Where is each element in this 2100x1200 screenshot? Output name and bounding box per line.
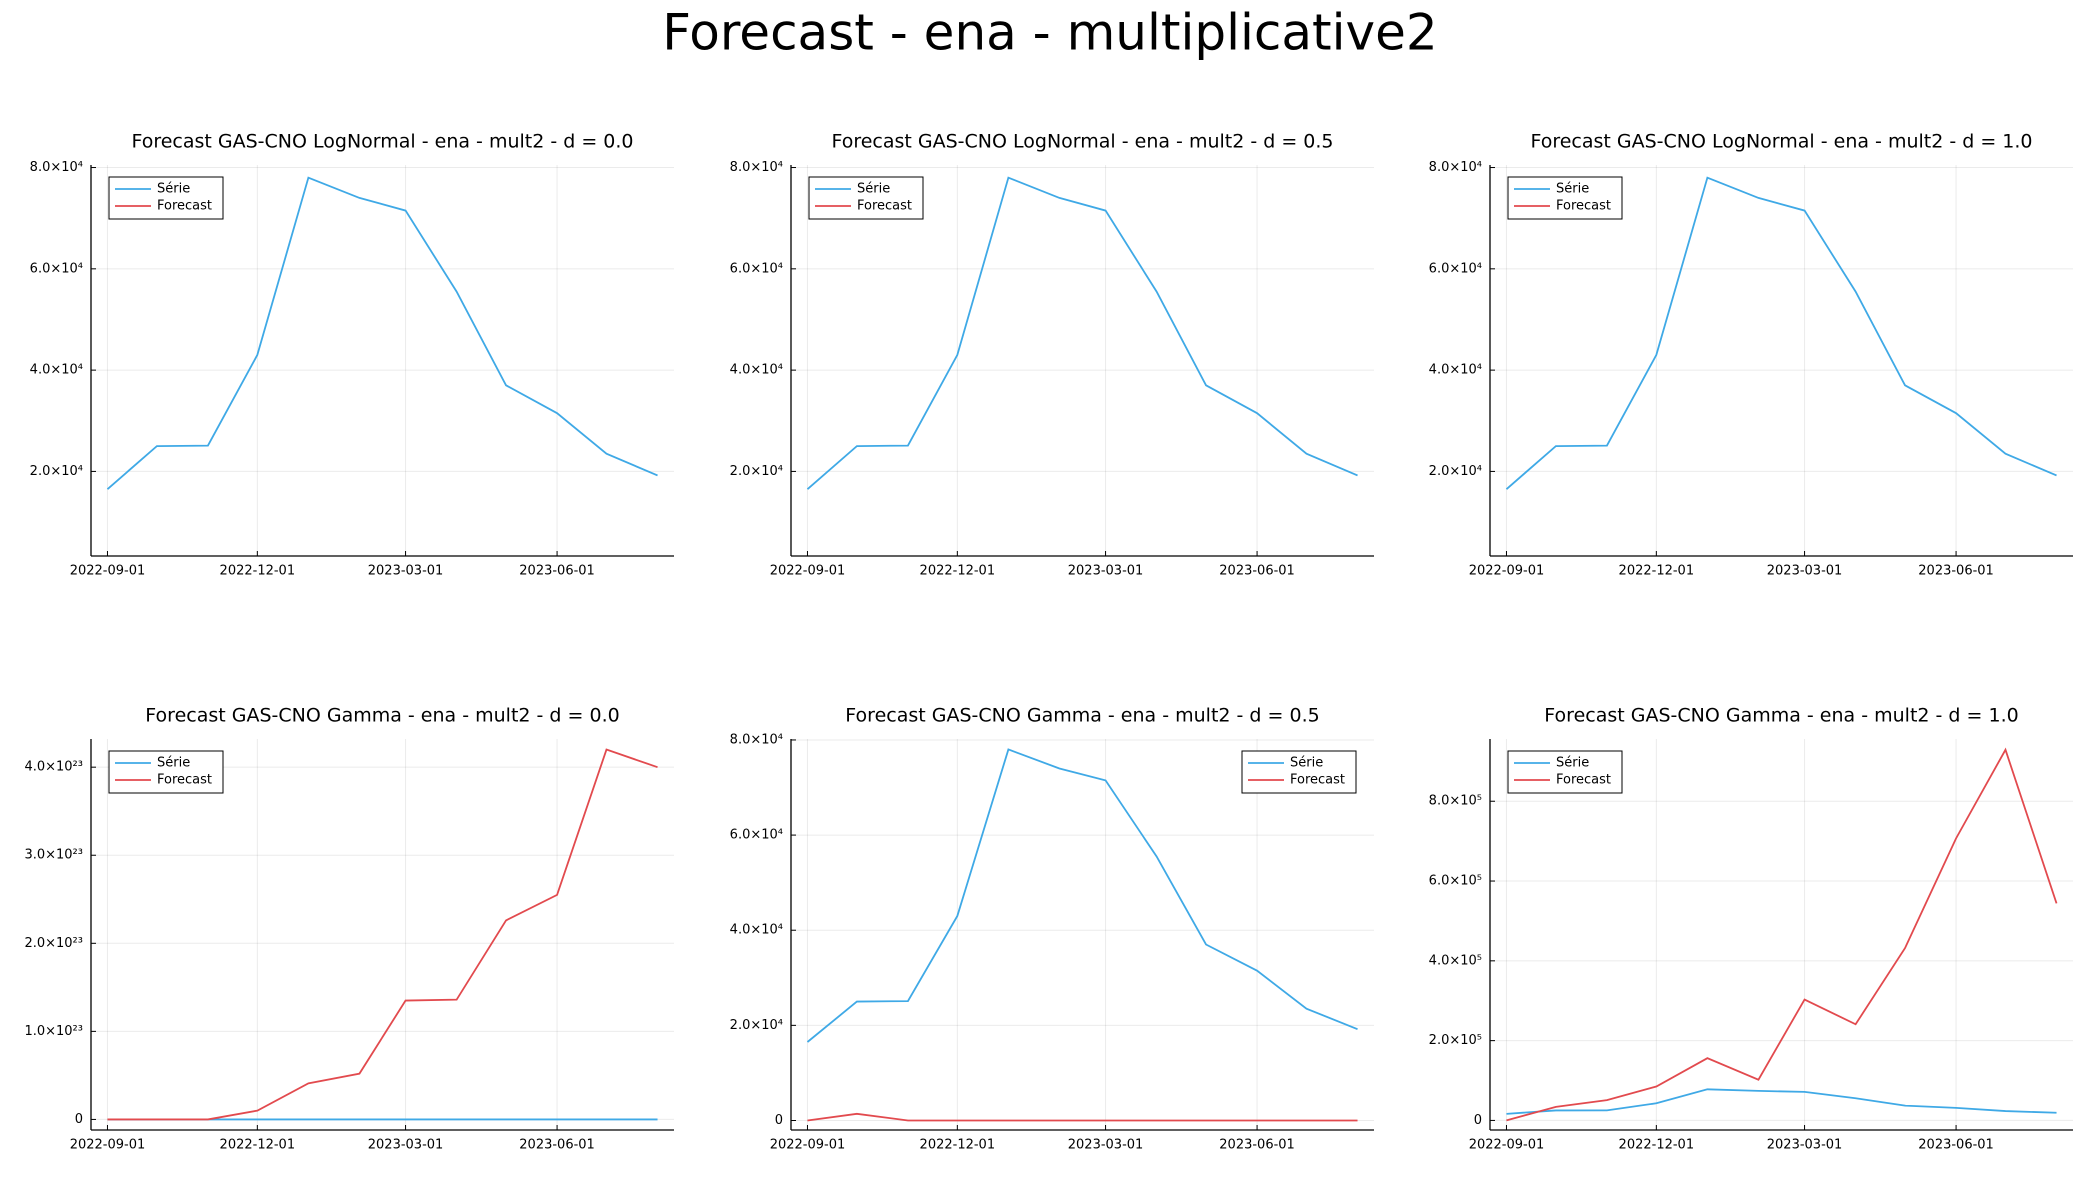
legend-box bbox=[1507, 750, 1623, 794]
series-line bbox=[106, 176, 658, 490]
y-tick-label: 2.0×10⁴ bbox=[1429, 464, 1482, 479]
x-tick-label: 2022-12-01 bbox=[220, 1138, 296, 1153]
y-tick-label: 8.0×10⁴ bbox=[30, 160, 83, 175]
y-tick-label: 2.0×10⁴ bbox=[730, 1018, 783, 1033]
y-tick-label: 4.0×10⁴ bbox=[730, 923, 783, 938]
x-tick-label: 2022-09-01 bbox=[70, 1138, 146, 1153]
series-line bbox=[806, 176, 1358, 490]
y-tick-label: 4.0×10²³ bbox=[24, 760, 83, 775]
x-tick-label: 2023-03-01 bbox=[368, 564, 444, 579]
legend-label: Forecast bbox=[157, 199, 212, 214]
y-tick-label: 8.0×10⁴ bbox=[730, 732, 783, 747]
legend-label: Série bbox=[1556, 182, 1589, 197]
x-tick-label: 2022-12-01 bbox=[220, 564, 296, 579]
legend-box bbox=[108, 750, 224, 794]
x-tick-label: 2023-06-01 bbox=[519, 564, 595, 579]
series-line bbox=[807, 1112, 1358, 1122]
x-tick-label: 2022-12-01 bbox=[920, 1138, 996, 1153]
legend-box bbox=[808, 176, 924, 220]
y-tick-label: 4.0×10⁴ bbox=[30, 363, 83, 378]
x-tick-label: 2022-09-01 bbox=[1469, 1138, 1545, 1153]
y-tick-label: 0 bbox=[775, 1113, 783, 1128]
x-tick-label: 2022-09-01 bbox=[1469, 564, 1545, 579]
y-tick-label: 6.0×10⁴ bbox=[730, 828, 783, 843]
legend-label: Série bbox=[857, 182, 890, 197]
y-tick-label: 0 bbox=[75, 1112, 83, 1127]
subplot-title: Forecast GAS-CNO LogNormal - ena - mult2… bbox=[831, 131, 1333, 153]
x-tick-label: 2022-12-01 bbox=[1619, 564, 1695, 579]
x-tick-label: 2022-09-01 bbox=[70, 564, 146, 579]
x-tick-label: 2022-12-01 bbox=[1619, 1138, 1695, 1153]
x-tick-label: 2023-03-01 bbox=[1767, 1138, 1843, 1153]
legend-box bbox=[1507, 176, 1623, 220]
x-tick-label: 2023-06-01 bbox=[519, 1138, 595, 1153]
series-line bbox=[806, 748, 1358, 1043]
subplot-title: Forecast GAS-CNO Gamma - ena - mult2 - d… bbox=[145, 705, 619, 727]
x-tick-label: 2023-06-01 bbox=[1918, 1138, 1994, 1153]
subplot: Forecast GAS-CNO LogNormal - ena - mult2… bbox=[30, 131, 674, 579]
figure-title: Forecast - ena - multiplicative2 bbox=[662, 4, 1437, 62]
subplot-title: Forecast GAS-CNO Gamma - ena - mult2 - d… bbox=[845, 705, 1319, 727]
y-tick-label: 3.0×10²³ bbox=[24, 848, 83, 863]
subplot-title: Forecast GAS-CNO LogNormal - ena - mult2… bbox=[1530, 131, 2032, 153]
y-tick-label: 8.0×10⁴ bbox=[730, 160, 783, 175]
legend-label: Forecast bbox=[1556, 773, 1611, 788]
y-tick-label: 2.0×10⁴ bbox=[730, 464, 783, 479]
y-tick-label: 2.0×10²³ bbox=[24, 936, 83, 951]
legend-box bbox=[108, 176, 224, 220]
y-tick-label: 4.0×10⁵ bbox=[1429, 953, 1482, 968]
y-tick-label: 0 bbox=[1474, 1113, 1482, 1128]
x-tick-label: 2022-09-01 bbox=[770, 1138, 846, 1153]
subplot: Forecast GAS-CNO LogNormal - ena - mult2… bbox=[1429, 131, 2073, 579]
series-line bbox=[1506, 1088, 2057, 1115]
x-tick-label: 2023-03-01 bbox=[1767, 564, 1843, 579]
y-tick-label: 8.0×10⁴ bbox=[1429, 160, 1482, 175]
y-tick-label: 2.0×10⁴ bbox=[30, 464, 83, 479]
series-line bbox=[1505, 176, 2057, 490]
y-tick-label: 4.0×10⁴ bbox=[1429, 363, 1482, 378]
subplot: Forecast GAS-CNO Gamma - ena - mult2 - d… bbox=[1429, 705, 2073, 1153]
y-tick-label: 6.0×10⁴ bbox=[30, 261, 83, 276]
y-tick-label: 4.0×10⁴ bbox=[730, 363, 783, 378]
y-tick-label: 1.0×10²³ bbox=[24, 1024, 83, 1039]
y-tick-label: 6.0×10⁴ bbox=[1429, 261, 1482, 276]
x-tick-label: 2022-09-01 bbox=[770, 564, 846, 579]
x-tick-label: 2023-06-01 bbox=[1918, 564, 1994, 579]
legend-label: Série bbox=[1556, 756, 1589, 771]
legend-label: Série bbox=[157, 182, 190, 197]
y-tick-label: 6.0×10⁵ bbox=[1429, 874, 1482, 889]
subplot: Forecast GAS-CNO LogNormal - ena - mult2… bbox=[730, 131, 1374, 579]
x-tick-label: 2023-06-01 bbox=[1219, 564, 1295, 579]
x-tick-label: 2023-03-01 bbox=[1068, 564, 1144, 579]
y-tick-label: 6.0×10⁴ bbox=[730, 261, 783, 276]
subplot-title: Forecast GAS-CNO LogNormal - ena - mult2… bbox=[131, 131, 633, 153]
legend-label: Forecast bbox=[157, 773, 212, 788]
legend-label: Forecast bbox=[1290, 773, 1345, 788]
legend-label: Forecast bbox=[857, 199, 912, 214]
x-tick-label: 2023-03-01 bbox=[1068, 1138, 1144, 1153]
series-line bbox=[1506, 747, 2058, 1122]
x-tick-label: 2023-06-01 bbox=[1219, 1138, 1295, 1153]
series-line bbox=[107, 748, 658, 1121]
subplot: Forecast GAS-CNO Gamma - ena - mult2 - d… bbox=[730, 705, 1374, 1153]
legend-label: Série bbox=[157, 756, 190, 771]
x-tick-label: 2023-03-01 bbox=[368, 1138, 444, 1153]
x-tick-label: 2022-12-01 bbox=[920, 564, 996, 579]
y-tick-label: 2.0×10⁵ bbox=[1429, 1033, 1482, 1048]
legend-label: Série bbox=[1290, 756, 1323, 771]
subplot-title: Forecast GAS-CNO Gamma - ena - mult2 - d… bbox=[1544, 705, 2018, 727]
subplot: Forecast GAS-CNO Gamma - ena - mult2 - d… bbox=[24, 705, 674, 1153]
y-tick-label: 8.0×10⁵ bbox=[1429, 794, 1482, 809]
legend-box bbox=[1241, 750, 1357, 794]
legend-label: Forecast bbox=[1556, 199, 1611, 214]
